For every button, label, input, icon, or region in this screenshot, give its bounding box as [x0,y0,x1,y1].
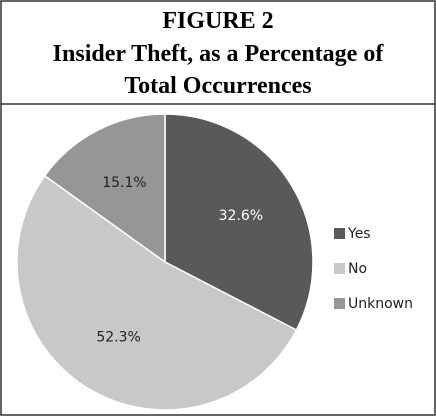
legend-label: No [348,261,367,277]
chart-title: FIGURE 2 [162,8,273,34]
pie-slice [43,113,166,264]
data-label: 15.1% [102,175,146,191]
legend-swatch [334,298,345,309]
legend-label: Yes [347,226,371,242]
legend-label: Unknown [348,296,413,312]
data-label: 32.6% [219,208,263,224]
legend-swatch [334,228,345,239]
pie-slice [164,113,314,332]
data-label: 52.3% [96,330,140,346]
chart-subtitle: Total Occurrences [124,73,311,99]
chart-subtitle: Insider Theft, as a Percentage of [53,41,385,67]
legend-swatch [334,263,345,274]
pie-slice [16,174,298,411]
